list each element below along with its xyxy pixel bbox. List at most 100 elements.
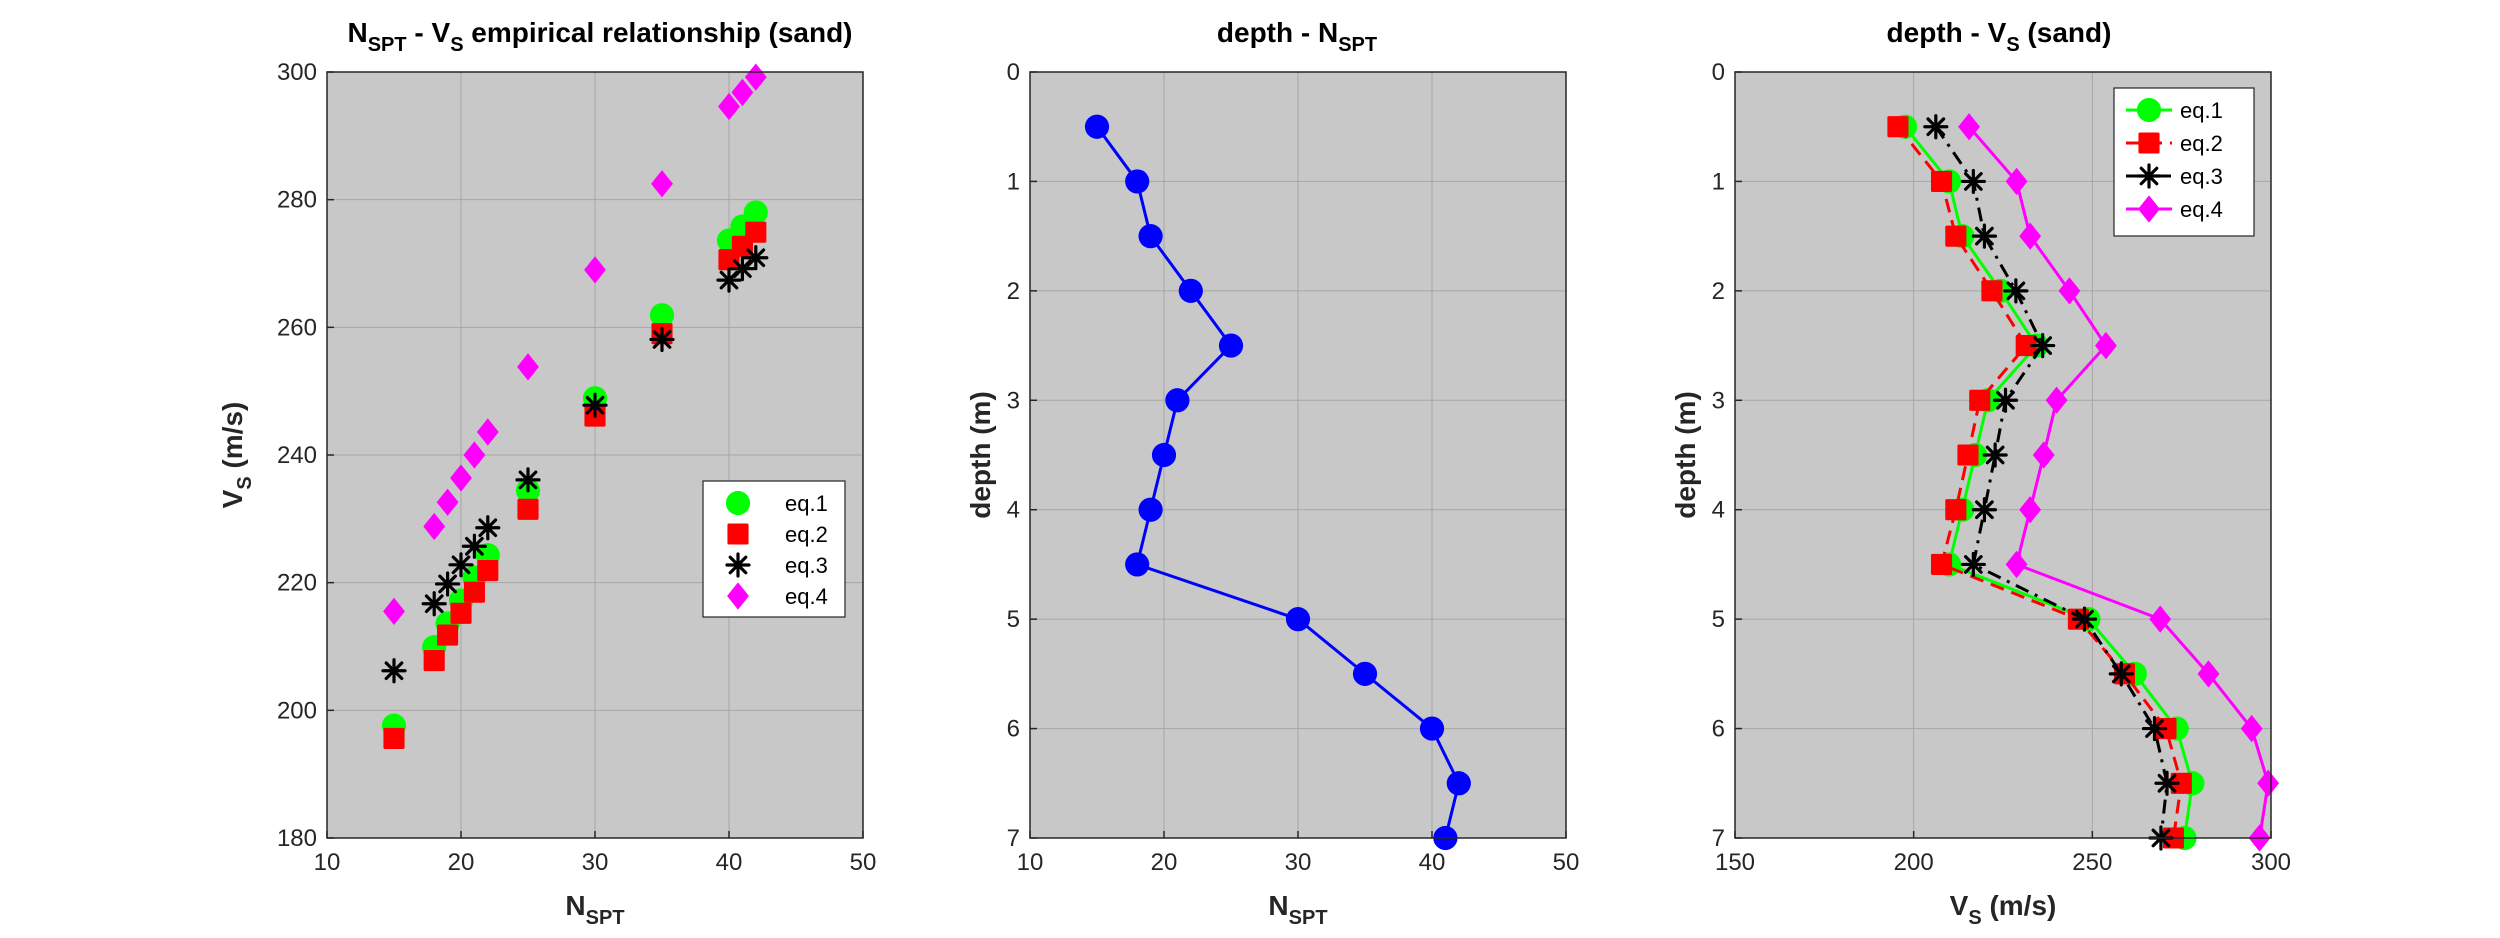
point-eq.2 (1887, 116, 1909, 138)
y-tick-label: 0 (1712, 59, 1725, 86)
x-tick-label: 10 (1017, 849, 1044, 876)
x-tick-label: 30 (582, 849, 609, 876)
chart-depth-nspt: depth - NSPT 10 20 30 40 50 0 1 2 3 4 5 6 7 NSPT dep… (965, 17, 1579, 929)
point-eq.3 (582, 392, 608, 418)
legend-3: eq.1 eq.2 eq.3 eq.4 (2113, 87, 2255, 237)
point-eq.2 (2015, 335, 2037, 357)
point-eq.4 (2032, 441, 2055, 469)
y-tick-label: 260 (277, 314, 317, 341)
x-tick-label: 30 (1285, 849, 1312, 876)
point-eq.3 (2108, 661, 2134, 687)
point-nspt (1125, 169, 1150, 194)
point-eq.2 (1945, 225, 1967, 247)
point-nspt (1352, 661, 1378, 686)
legend-marker-eq.3 (725, 552, 751, 578)
point-eq.4 (463, 441, 486, 469)
point-eq.4 (2005, 550, 2028, 579)
series-line-eq.4 (1967, 125, 2270, 839)
point-eq.4 (2019, 222, 2042, 250)
y-tick-label: 0 (1007, 59, 1020, 86)
legend-label-eq.2: eq.2 (2180, 131, 2223, 156)
point-eq.3 (1971, 497, 1998, 523)
legend-label-eq.1: eq.1 (785, 491, 828, 516)
y-tick-label: 7 (1712, 825, 1725, 852)
legend-marker-eq.3 (2136, 163, 2162, 189)
point-eq.3 (381, 658, 407, 684)
y-tick-label: 220 (277, 570, 317, 597)
point-eq.4 (2257, 769, 2280, 797)
point-nspt (1446, 771, 1471, 796)
y-tick-label: 6 (1007, 716, 1020, 743)
tick-labels-2: 10 20 30 40 50 0 1 2 3 4 5 6 7 (1007, 59, 1580, 876)
point-eq.2 (1969, 389, 1991, 411)
point-eq.3 (1960, 551, 1986, 578)
legend-label-eq.4: eq.4 (785, 584, 828, 609)
legend-label-eq.4: eq.4 (2180, 197, 2223, 222)
point-eq.4 (651, 170, 673, 198)
point-eq.2 (383, 727, 405, 749)
point-eq.3 (1923, 114, 1949, 140)
legend-marker-eq.2 (2138, 132, 2160, 154)
point-nspt (1285, 607, 1311, 632)
point-eq.4 (2240, 714, 2263, 743)
chart-title-3: depth - VS (sand) (1887, 17, 2112, 56)
point-eq.3 (461, 533, 487, 559)
point-eq.1 (743, 200, 768, 225)
y-axis-label-2: depth (m) (965, 391, 996, 519)
y-tick-label: 300 (277, 59, 317, 86)
point-eq.2 (477, 559, 499, 582)
point-eq.4 (383, 597, 405, 626)
legend-marker-eq.4 (2138, 195, 2160, 223)
x-tick-label: 250 (2072, 849, 2112, 876)
point-nspt (1218, 333, 1244, 358)
point-eq.2 (1930, 170, 1953, 192)
y-tick-label: 4 (1007, 497, 1020, 524)
point-nspt (1151, 442, 1177, 468)
axes-box-1 (326, 71, 864, 839)
point-eq.3 (1960, 168, 1986, 195)
point-nspt (1084, 114, 1110, 139)
point-eq.3 (2003, 278, 2029, 304)
point-eq.4 (2095, 331, 2117, 360)
point-eq.4 (2197, 660, 2220, 688)
point-eq.3 (475, 515, 501, 541)
axes-box-2 (1029, 71, 1567, 839)
y-tick-label: 3 (1007, 387, 1020, 414)
point-eq.3 (515, 467, 541, 493)
point-eq.4 (476, 418, 499, 446)
data-marks-3 (1887, 113, 2280, 852)
legend-label-eq.1: eq.1 (2180, 98, 2223, 123)
y-axis-label-1: VS (m/s) (217, 402, 256, 509)
legend-marker-eq.2 (727, 523, 749, 545)
point-eq.4 (2005, 167, 2028, 196)
x-tick-label: 150 (1715, 849, 1755, 876)
point-eq.4 (731, 78, 754, 107)
legend-label-eq.3: eq.3 (2180, 164, 2223, 189)
point-eq.4 (2058, 277, 2081, 305)
point-eq.3 (729, 256, 756, 282)
chart-title-1: NSPT - VS empirical relationship (sand) (347, 17, 852, 56)
legend-marker-eq.1 (2136, 97, 2162, 123)
y-tick-label: 7 (1007, 825, 1020, 852)
y-tick-label: 1 (1712, 168, 1725, 195)
point-eq.2 (463, 581, 485, 603)
point-eq.2 (1981, 280, 2003, 302)
x-axis-label-2: NSPT (1268, 890, 1327, 929)
point-eq.4 (450, 464, 472, 492)
x-tick-label: 40 (1419, 849, 1446, 876)
point-eq.3 (743, 245, 769, 271)
y-tick-label: 2 (1007, 278, 1020, 305)
y-tick-label: 240 (277, 442, 317, 469)
point-eq.2 (450, 602, 472, 624)
y-tick-label: 5 (1007, 606, 1020, 633)
point-eq.3 (448, 552, 474, 578)
point-eq.4 (584, 256, 606, 284)
legend-marker-eq.4 (727, 582, 749, 610)
y-tick-label: 6 (1712, 716, 1725, 743)
x-tick-label: 200 (1894, 849, 1934, 876)
point-nspt (1138, 224, 1163, 249)
point-nspt (1165, 388, 1190, 413)
point-nspt (1419, 716, 1445, 741)
point-eq.2 (1930, 553, 1953, 575)
